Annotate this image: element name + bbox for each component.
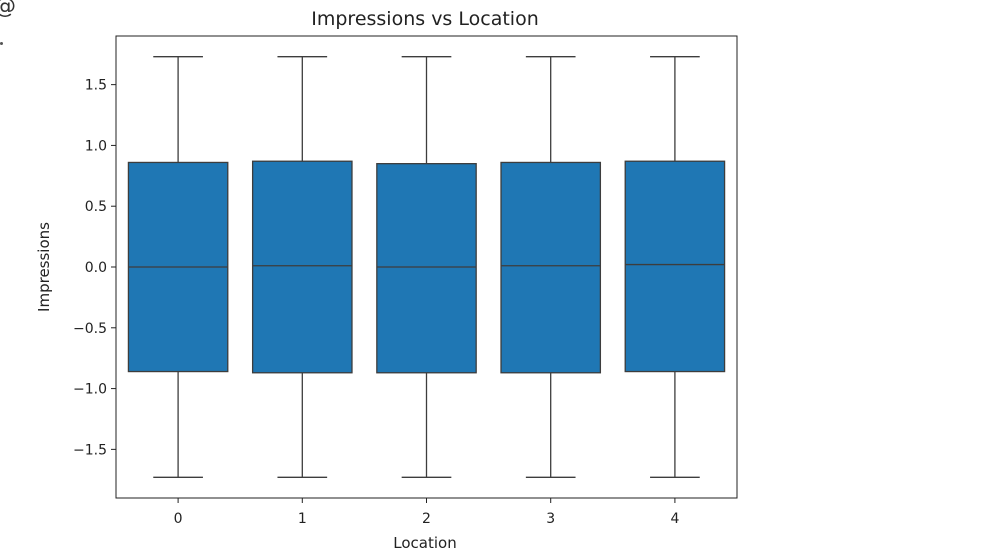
chart-title: Impressions vs Location (311, 8, 538, 30)
x-axis-label: Location (393, 534, 456, 552)
box-2 (376, 163, 477, 374)
y-tick-label: −0.5 (73, 321, 107, 337)
corner-swirl-icon: @ (0, 0, 16, 18)
x-tick-label: 3 (546, 511, 555, 527)
y-tick-label: 0.0 (85, 260, 107, 276)
x-tick-label: 2 (422, 511, 431, 527)
box-1 (251, 160, 353, 374)
y-tick-label: 0.5 (85, 199, 107, 215)
x-tick-label: 4 (670, 511, 679, 527)
y-axis-label: Impressions (35, 222, 53, 312)
y-tick-label: −1.0 (73, 382, 107, 398)
plot-area: −1.5 −1.0 −0.5 0.0 0.5 1.0 1.5 0 1 2 3 4 (73, 35, 738, 527)
corner-dot (0, 42, 3, 45)
x-tick-label: 1 (298, 511, 307, 527)
x-tick-label: 0 (174, 511, 183, 527)
y-tick-label: −1.5 (73, 442, 107, 458)
box-3 (500, 161, 602, 374)
y-tick-label: 1.0 (85, 138, 107, 154)
axes-frame (115, 35, 738, 499)
y-tick-label: 1.5 (85, 78, 107, 94)
box-4 (624, 160, 726, 373)
